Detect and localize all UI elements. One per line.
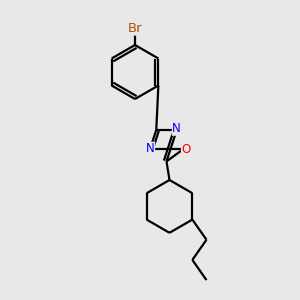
Text: N: N bbox=[172, 122, 181, 135]
Text: N: N bbox=[146, 142, 154, 155]
Text: O: O bbox=[182, 143, 191, 156]
Text: Br: Br bbox=[128, 22, 142, 35]
